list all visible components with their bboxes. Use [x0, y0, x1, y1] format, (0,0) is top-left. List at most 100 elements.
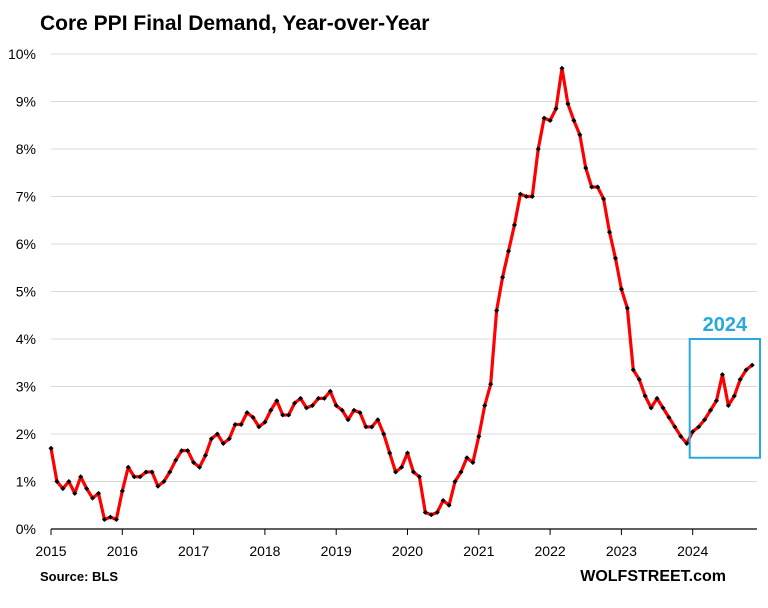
data-point — [399, 464, 405, 470]
data-point — [256, 424, 262, 430]
y-tick-label: 2% — [16, 426, 36, 442]
data-point — [309, 402, 315, 409]
data-point — [541, 115, 547, 121]
y-tick-label: 6% — [16, 236, 36, 252]
data-point — [737, 376, 743, 382]
data-point — [393, 469, 399, 475]
y-tick-label: 7% — [16, 189, 36, 205]
data-point — [410, 469, 416, 475]
data-point — [155, 483, 161, 489]
data-point — [743, 367, 749, 373]
source-label: Source: BLS — [40, 569, 118, 584]
data-point — [244, 410, 250, 416]
data-point — [672, 424, 678, 430]
x-tick-label: 2017 — [178, 543, 209, 559]
data-point — [458, 469, 464, 475]
highlight-2024: 2024 — [688, 314, 762, 459]
data-point — [636, 376, 642, 382]
series-polyline — [49, 66, 754, 522]
data-point — [303, 405, 310, 411]
y-tick-label: 9% — [16, 94, 36, 110]
data-point — [654, 395, 660, 401]
data-point — [280, 412, 286, 418]
data-point — [345, 417, 351, 423]
x-tick-label: 2023 — [606, 543, 637, 559]
data-point — [143, 469, 149, 475]
data-point — [202, 452, 209, 458]
data-point — [274, 398, 280, 404]
series-points — [48, 65, 755, 523]
data-point — [719, 372, 725, 378]
data-point — [500, 274, 506, 280]
data-point — [369, 424, 375, 430]
data-point — [137, 474, 143, 480]
data-point — [191, 459, 197, 466]
y-tick-label: 3% — [16, 379, 36, 395]
data-point — [232, 421, 238, 428]
y-tick-label: 8% — [16, 141, 36, 157]
data-point — [529, 193, 535, 200]
data-point — [315, 395, 321, 401]
data-point — [713, 398, 720, 404]
data-point — [161, 478, 167, 485]
x-tick-label: 2018 — [249, 543, 280, 559]
x-tick-label: 2015 — [35, 543, 66, 559]
grid-lines — [51, 53, 757, 482]
data-point — [95, 490, 102, 496]
y-tick-label: 10% — [8, 46, 36, 62]
data-point — [559, 65, 565, 71]
data-point — [149, 469, 155, 475]
data-point — [422, 509, 428, 515]
data-point — [464, 455, 470, 461]
y-tick-label: 1% — [16, 474, 36, 490]
data-point — [387, 450, 393, 456]
data-point — [488, 381, 494, 387]
data-point — [66, 478, 72, 485]
data-point — [446, 502, 452, 508]
y-axis-ticks: 0% 1% 2% 3% 4% 5% 6% 7% 8% 9% 10% — [8, 46, 36, 537]
data-point — [333, 402, 339, 409]
data-point — [381, 431, 387, 437]
data-point — [125, 464, 131, 470]
data-point — [357, 410, 363, 416]
x-tick-label: 2022 — [535, 543, 566, 559]
y-tick-label: 5% — [16, 284, 36, 300]
data-point — [666, 414, 672, 420]
highlight-box — [688, 338, 762, 459]
data-point — [452, 478, 458, 485]
data-point — [321, 395, 327, 401]
data-point — [375, 417, 381, 423]
data-point — [725, 402, 731, 409]
data-point — [339, 407, 345, 413]
x-tick-label: 2016 — [107, 543, 138, 559]
data-point — [250, 414, 256, 420]
data-point — [286, 412, 292, 418]
data-point — [404, 450, 411, 456]
data-point — [434, 509, 440, 515]
brand-label: WOLFSTREET.com — [580, 568, 726, 585]
y-tick-label: 0% — [16, 521, 36, 537]
chart-title: Core PPI Final Demand, Year-over-Year — [40, 12, 429, 35]
data-point — [167, 469, 173, 475]
data-point — [131, 474, 137, 480]
data-point — [470, 459, 476, 466]
data-point — [535, 146, 541, 152]
data-point — [565, 101, 571, 107]
highlight-label: 2024 — [703, 314, 748, 336]
data-point — [351, 407, 357, 413]
data-point — [262, 419, 268, 425]
data-point — [226, 436, 232, 442]
x-tick-label: 2024 — [677, 543, 708, 559]
data-point — [440, 497, 446, 504]
data-point — [298, 395, 304, 401]
data-point — [416, 474, 422, 480]
data-point — [185, 448, 191, 454]
data-point — [690, 429, 696, 435]
data-point — [268, 407, 274, 413]
data-point — [292, 400, 298, 406]
series-line — [49, 66, 754, 522]
data-point — [476, 433, 482, 439]
data-point — [494, 307, 500, 314]
x-tick-label: 2020 — [392, 543, 423, 559]
